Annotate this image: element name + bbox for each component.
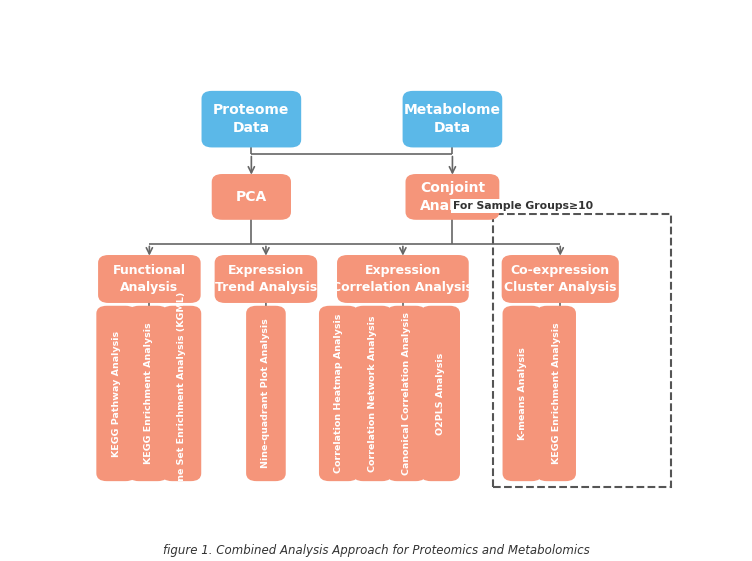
Text: KEGG Enrichment Analysis: KEGG Enrichment Analysis [552, 323, 561, 465]
FancyBboxPatch shape [98, 255, 201, 303]
FancyBboxPatch shape [202, 91, 302, 148]
FancyBboxPatch shape [212, 174, 291, 220]
Text: For Sample Groups≥10: For Sample Groups≥10 [453, 201, 593, 211]
FancyBboxPatch shape [502, 255, 619, 303]
Text: Correlation Network Analysis: Correlation Network Analysis [368, 315, 377, 472]
FancyBboxPatch shape [502, 306, 542, 481]
FancyBboxPatch shape [319, 306, 359, 481]
Bar [493, 214, 671, 487]
Text: Proteome
Data: Proteome Data [213, 103, 290, 135]
Text: Functional
Analysis: Functional Analysis [113, 264, 186, 294]
Text: Expression
Correlation Analysis: Expression Correlation Analysis [332, 264, 473, 294]
FancyBboxPatch shape [387, 306, 426, 481]
FancyBboxPatch shape [405, 174, 499, 220]
FancyBboxPatch shape [246, 306, 286, 481]
FancyBboxPatch shape [162, 306, 202, 481]
FancyBboxPatch shape [214, 255, 317, 303]
Text: Co-expression
Cluster Analysis: Co-expression Cluster Analysis [504, 264, 617, 294]
FancyBboxPatch shape [337, 255, 468, 303]
Text: Canonical Correlation Analysis: Canonical Correlation Analysis [402, 312, 411, 475]
Text: KEGG Pathway Analysis: KEGG Pathway Analysis [111, 330, 120, 457]
Text: Correlation Heatmap Analysis: Correlation Heatmap Analysis [335, 314, 343, 473]
FancyBboxPatch shape [536, 306, 576, 481]
Text: KEGG Enrichment Analysis: KEGG Enrichment Analysis [144, 323, 153, 465]
Text: Gene Set Enrichment Analysis (KGML): Gene Set Enrichment Analysis (KGML) [177, 292, 186, 495]
FancyBboxPatch shape [96, 306, 136, 481]
Text: Conjoint
Analysis: Conjoint Analysis [420, 181, 485, 213]
Text: Metabolome
Data: Metabolome Data [404, 103, 501, 135]
Text: O2PLS Analysis: O2PLS Analysis [435, 352, 444, 435]
Text: Nine-quadrant Plot Analysis: Nine-quadrant Plot Analysis [262, 319, 271, 468]
Text: Expression
Trend Analysis: Expression Trend Analysis [215, 264, 317, 294]
FancyBboxPatch shape [402, 91, 502, 148]
Text: PCA: PCA [235, 190, 267, 204]
FancyBboxPatch shape [420, 306, 460, 481]
Text: K-means Analysis: K-means Analysis [518, 347, 527, 440]
Text: figure 1. Combined Analysis Approach for Proteomics and Metabolomics: figure 1. Combined Analysis Approach for… [162, 544, 590, 557]
FancyBboxPatch shape [129, 306, 168, 481]
FancyBboxPatch shape [353, 306, 393, 481]
